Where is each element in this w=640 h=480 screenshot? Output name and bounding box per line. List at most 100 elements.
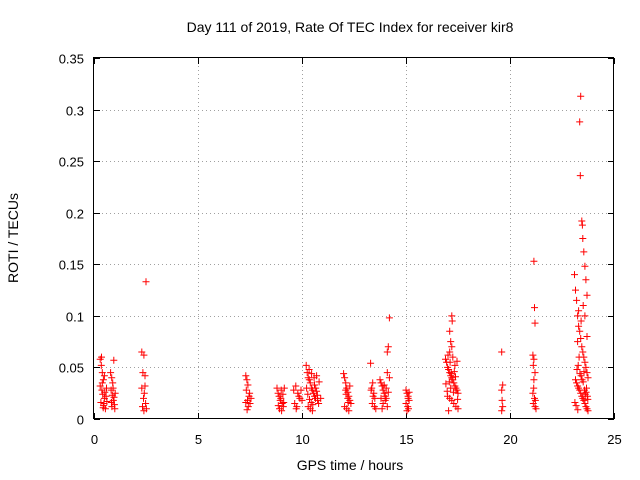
data-point [531,319,539,327]
data-point [571,271,578,279]
data-point [98,379,106,387]
x-tick-label: 25 [607,432,621,447]
data-point [110,393,118,401]
data-point [295,392,303,400]
data-point [581,262,589,270]
data-point [578,217,586,225]
data-point [313,391,321,399]
data-point [446,327,454,335]
data-point [578,343,586,351]
data-point [573,296,581,304]
data-point [582,276,590,284]
data-point [111,389,119,397]
data-point [377,394,385,402]
data-point [274,389,282,397]
data-point [572,376,579,384]
data-point [242,372,250,380]
y-tick-label: 0.2 [66,207,84,222]
data-point [98,353,105,361]
data-point [108,399,115,406]
data-point [378,405,386,413]
data-point [444,351,452,359]
data-point [583,369,591,377]
data-point [580,368,588,376]
data-point [384,388,392,396]
data-point [294,389,302,397]
data-point [313,387,321,395]
data-point [308,407,316,415]
y-tick-label: 0.25 [59,155,84,170]
data-point [529,389,537,397]
data-point [312,384,320,392]
data-point [242,386,250,394]
data-point [379,400,387,407]
data-point [402,400,410,407]
data-point [452,373,459,381]
data-point [108,374,116,382]
data-point [499,403,507,411]
data-point [580,396,588,404]
data-point [246,400,254,407]
data-point [403,407,411,415]
data-point [577,335,585,342]
x-tick-label: 0 [91,432,98,447]
data-point [576,118,584,126]
data-point [573,379,581,387]
data-point [367,386,375,394]
data-point [306,395,313,403]
data-point [449,388,457,396]
data-point [292,382,300,390]
data-point [498,348,506,356]
data-point [344,399,352,406]
data-point [297,386,305,394]
data-point [110,356,118,364]
x-tick-label: 15 [399,432,413,447]
data-point [311,381,318,389]
data-point [530,355,538,363]
data-point [100,400,108,407]
data-point [529,400,537,407]
data-point [309,401,317,409]
data-point [99,376,107,384]
data-point [530,376,538,384]
data-point [581,400,589,407]
data-point [139,403,146,411]
data-point [447,384,455,392]
data-point [385,314,393,322]
data-point [383,369,391,377]
data-point [305,366,313,373]
y-tick-label: 0 [77,413,84,428]
data-point [277,394,285,402]
data-point [369,379,377,387]
x-axis-label: GPS time / hours [297,457,404,473]
y-tick-label: 0.1 [66,310,84,325]
plot-frame [93,57,614,419]
data-point [582,388,590,396]
data-point [574,312,582,320]
data-point [404,394,412,402]
data-point [303,384,311,392]
data-point [305,376,313,384]
data-point [449,353,457,361]
data-point [385,374,393,382]
data-point [380,381,388,389]
data-point [454,395,462,403]
data-point [584,407,592,415]
data-point [243,406,251,414]
data-point [101,388,109,396]
data-point [140,394,147,402]
data-point [575,353,583,361]
data-point [243,376,251,384]
data-point [308,370,316,378]
data-point [247,394,255,402]
data-point [453,386,461,394]
data-point [242,399,250,406]
data-point [102,392,110,400]
y-tick-label: 0.35 [59,52,84,67]
data-point [572,402,580,410]
data-point [575,307,583,315]
data-point [278,400,286,407]
data-point [274,402,282,410]
data-point [310,374,318,382]
data-point [341,374,349,382]
